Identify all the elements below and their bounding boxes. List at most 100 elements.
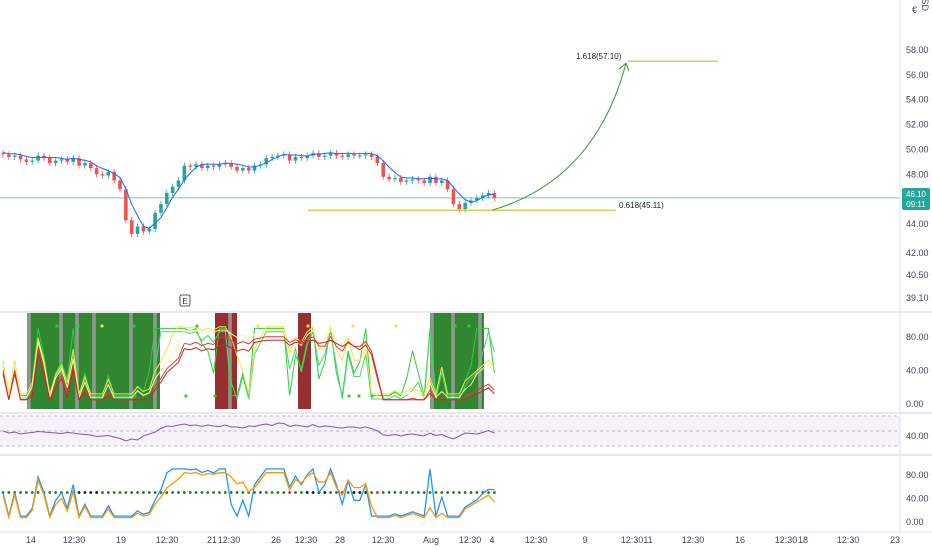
oscillator-gray-bar xyxy=(92,313,96,409)
oscillator-dot xyxy=(100,324,104,328)
rsi-axis-ticks: 40.00 xyxy=(906,431,929,441)
candle-body xyxy=(1,153,5,155)
rsi-panel[interactable] xyxy=(0,415,900,447)
time-axis-tick: 12:30 xyxy=(63,535,86,545)
candle-body xyxy=(88,163,93,169)
candle-body xyxy=(241,168,245,171)
price-axis-tick: 58.00 xyxy=(906,45,929,55)
time-axis-tick: 12:30 xyxy=(372,535,395,545)
candle-body xyxy=(141,226,146,232)
macd-dot xyxy=(83,491,87,494)
candle-body xyxy=(346,154,350,157)
price-axis-tick: 50.00 xyxy=(906,144,929,154)
macd-dot xyxy=(434,491,438,494)
candle-body xyxy=(77,158,81,166)
candle-body xyxy=(445,180,450,190)
macd-dot xyxy=(218,491,221,494)
oscillator-gray-bar xyxy=(228,313,232,409)
candle-body xyxy=(317,153,321,157)
price-axis-tick: 52.00 xyxy=(906,120,929,130)
candle-body xyxy=(170,186,175,193)
macd-dot xyxy=(422,491,426,494)
candle-body xyxy=(399,178,403,182)
earnings-marker-label: E xyxy=(182,297,187,306)
oscillator-panel[interactable] xyxy=(2,313,495,409)
candle-body xyxy=(100,174,105,176)
candle-body xyxy=(71,158,75,162)
macd-dot xyxy=(165,491,169,494)
candle-body xyxy=(94,168,99,175)
candle-body xyxy=(492,192,497,198)
macd-dot xyxy=(147,491,151,494)
macd-dot xyxy=(416,491,420,494)
price-axis[interactable]: € USD 58.00 56.00 54.00 52.00 50.00 48.00 44.0… xyxy=(899,0,930,532)
currency-label: USD xyxy=(920,0,930,11)
macd-dot xyxy=(177,491,180,494)
macd-dot xyxy=(428,491,432,494)
macd-dot xyxy=(153,491,157,494)
candle-body xyxy=(328,153,333,156)
candle-body xyxy=(381,163,386,177)
macd-dot xyxy=(358,491,362,494)
macd-panel[interactable] xyxy=(1,467,496,521)
time-axis[interactable]: 14 12:30 19 12:30 21 12:30 26 12:30 28 12:30 Aug 12… xyxy=(0,531,932,545)
candle-body xyxy=(282,154,286,156)
candle-body xyxy=(439,180,444,183)
macd-dot xyxy=(463,491,467,494)
time-axis-tick: 14 xyxy=(26,535,36,545)
candle-body xyxy=(358,155,362,157)
candle-body xyxy=(188,165,192,167)
macd-dot xyxy=(276,491,280,494)
candle-body xyxy=(118,180,122,190)
oscillator-dots xyxy=(55,324,471,398)
moving-average-line xyxy=(2,152,495,229)
candle-body xyxy=(30,160,35,162)
candle-body xyxy=(176,180,181,187)
price-panel[interactable]: 1.618(57.10) 0.618(45.11) xyxy=(0,52,900,238)
time-axis-tick: 28 xyxy=(335,535,345,545)
macd-dot xyxy=(171,491,175,494)
candle-body xyxy=(322,155,327,157)
macd-dot xyxy=(48,491,52,494)
candle-body xyxy=(434,176,438,183)
candle-body xyxy=(211,165,216,167)
candle-body xyxy=(147,228,152,232)
time-axis-tick: 11 xyxy=(643,535,652,545)
candle-body xyxy=(387,176,391,180)
earnings-marker[interactable]: E xyxy=(179,294,191,307)
oscillator-gray-bar xyxy=(430,313,434,409)
macd-dot xyxy=(440,491,444,494)
candle-body xyxy=(106,171,111,176)
projection-arrow xyxy=(491,63,627,211)
macd-dot xyxy=(25,491,28,494)
time-axis-tick: 21 xyxy=(207,535,217,545)
candle-body xyxy=(165,192,169,205)
oscillator-dot xyxy=(467,324,471,328)
candle-body xyxy=(334,153,339,156)
macd-dot xyxy=(299,491,303,494)
macd-dot xyxy=(124,491,128,494)
current-price-label: 46.10 xyxy=(906,190,927,199)
candle-body xyxy=(363,154,368,156)
oscillator-dot xyxy=(184,394,188,398)
macd-dot xyxy=(452,491,455,494)
oscillator-gray-bar xyxy=(27,313,31,409)
macd-dot xyxy=(264,491,268,494)
macd-dot xyxy=(118,491,122,494)
candle-body xyxy=(24,159,29,162)
macd-dot xyxy=(376,491,379,494)
candle-body xyxy=(7,154,11,157)
macd-dot xyxy=(270,491,274,494)
macd-dot xyxy=(106,491,110,494)
candle-body xyxy=(486,192,491,196)
oscillator-dot xyxy=(76,324,80,328)
oscillator-dot xyxy=(213,394,217,398)
candle-body xyxy=(340,155,345,157)
oscillator-axis-ticks: 80.00 40.00 0.00 xyxy=(906,332,929,409)
price-axis-tick: 48.00 xyxy=(906,169,929,179)
oscillator-dot xyxy=(351,324,355,328)
macd-axis-ticks: 80.00 40.00 0.00 xyxy=(906,470,929,527)
oscillator-dot xyxy=(357,394,361,398)
macd-dot xyxy=(329,491,332,494)
